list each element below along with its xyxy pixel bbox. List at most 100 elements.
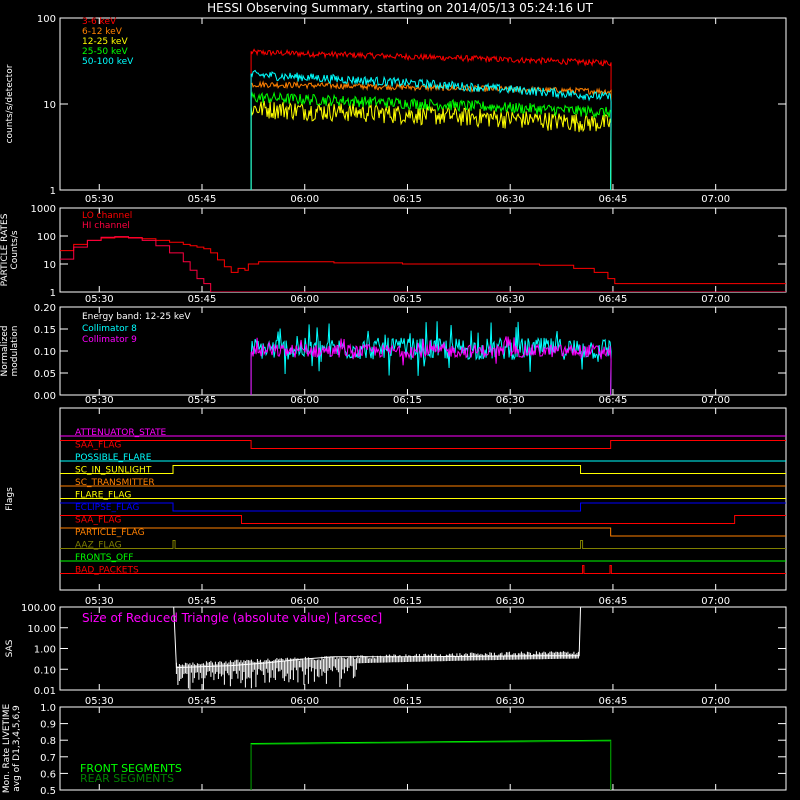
x-tick-label: 06:15 bbox=[393, 696, 422, 707]
panel-livetime: Mon. Rate LIVETIMEavg of D1,3,4,5,6,9 0.5… bbox=[2, 703, 787, 797]
x-tick-label: 05:30 bbox=[85, 194, 114, 205]
series-line bbox=[60, 236, 786, 292]
flag-label: PARTICLE_FLAG bbox=[75, 528, 145, 538]
x-tick-label: 06:30 bbox=[496, 696, 525, 707]
legend-entry: Collimator 9 bbox=[82, 335, 137, 345]
panel-sas: 05:30 05:45 06:00 06:15 06:30 06:45 07:00 SAS 0.… bbox=[5, 603, 787, 707]
flag-label: BAD_PACKETS bbox=[75, 566, 139, 576]
legend-entry: Collimator 8 bbox=[82, 324, 137, 334]
plot-area bbox=[250, 321, 612, 395]
y-tick-label: 10 bbox=[43, 100, 56, 111]
y-tick-label: 100 bbox=[37, 232, 56, 243]
flag-label: ATTENUATOR_STATE bbox=[75, 428, 167, 438]
panel-flags: 05:30 05:45 06:00 06:15 06:30 06:45 07:00 Flags… bbox=[5, 407, 787, 607]
y-tick-label: 1 bbox=[50, 186, 56, 197]
x-tick-label: 06:45 bbox=[599, 696, 628, 707]
x-tick-label: 05:30 bbox=[85, 596, 114, 607]
y-tick-label: 100.00 bbox=[21, 603, 56, 614]
y-tick-label: 1 bbox=[50, 288, 56, 299]
y-tick-label: 10 bbox=[43, 260, 56, 271]
y-tick-label: 0.5 bbox=[40, 786, 56, 797]
legend-entry: 25-50 keV bbox=[82, 47, 128, 57]
flag-line bbox=[60, 465, 786, 474]
y-axis-label-line: modulation bbox=[10, 326, 20, 377]
x-tick-label: 06:30 bbox=[496, 194, 525, 205]
panel-particle-rates: 05:30 05:45 06:00 06:15 06:30 06:45 07:00 PARTI… bbox=[0, 204, 787, 305]
x-tick-label: 07:00 bbox=[701, 395, 730, 406]
y-axis-label: PARTICLE RATESCounts/s bbox=[0, 213, 20, 286]
x-tick-label: 05:45 bbox=[188, 395, 217, 406]
y-axis-label-line: Normalized bbox=[0, 325, 10, 376]
y-tick-label: 100 bbox=[37, 14, 56, 25]
x-tick-label: 06:45 bbox=[599, 194, 628, 205]
y-axis-label-line: avg of D1,3,4,5,6,9 bbox=[12, 705, 22, 792]
legend-entry: FRONT SEGMENTS bbox=[80, 762, 182, 775]
y-tick-label: 0.9 bbox=[40, 720, 56, 731]
panel-modulation: 05:30 05:45 06:00 06:15 06:30 06:45 07:00 Norma… bbox=[0, 303, 787, 406]
x-tick-label: 05:30 bbox=[85, 294, 114, 305]
y-tick-label: 0.7 bbox=[40, 753, 56, 764]
y-axis-label: SAS bbox=[5, 639, 15, 657]
x-tick-label: 07:00 bbox=[701, 596, 730, 607]
x-tick-label: 05:45 bbox=[188, 596, 217, 607]
y-tick-label: 0.8 bbox=[40, 736, 56, 747]
panel-annotation: Size of Reduced Triangle (absolute value… bbox=[82, 611, 382, 625]
legend-entry: REAR SEGMENTS bbox=[80, 772, 174, 785]
series-line-25-50-kev bbox=[250, 91, 612, 190]
y-axis-label-line: Mon. Rate LIVETIME bbox=[2, 704, 12, 794]
y-tick-label: 0.6 bbox=[40, 769, 56, 780]
y-axis-label: Normalizedmodulation bbox=[0, 325, 20, 376]
x-tick-label: 06:15 bbox=[393, 294, 422, 305]
y-tick-label: 1.0 bbox=[40, 703, 56, 714]
y-tick-label: 1000 bbox=[31, 204, 56, 215]
x-tick-label: 06:45 bbox=[599, 294, 628, 305]
y-tick-label: 0.01 bbox=[34, 686, 56, 697]
plot-area bbox=[173, 607, 582, 690]
y-tick-label: 0.15 bbox=[34, 325, 56, 336]
sas-noise bbox=[175, 651, 579, 690]
x-tick-label: 06:00 bbox=[290, 294, 319, 305]
y-tick-label: 0.20 bbox=[34, 303, 56, 314]
y-tick-label: 10.00 bbox=[27, 624, 56, 635]
y-tick-label: 0.05 bbox=[34, 369, 56, 380]
x-tick-label: 07:00 bbox=[701, 696, 730, 707]
x-tick-label: 07:00 bbox=[701, 194, 730, 205]
x-tick-label: 05:30 bbox=[85, 395, 114, 406]
x-tick-label: 06:45 bbox=[599, 395, 628, 406]
y-tick-label: 0.10 bbox=[34, 347, 56, 358]
flag-line bbox=[60, 527, 786, 537]
plot-area bbox=[60, 236, 786, 292]
y-axis-label: Flags bbox=[5, 487, 15, 511]
x-tick-label: 06:45 bbox=[599, 596, 628, 607]
flag-label: SAA_FLAG bbox=[75, 516, 121, 526]
plot-area bbox=[250, 739, 612, 790]
legend-entry: 3-6 keV bbox=[82, 17, 117, 27]
flag-line bbox=[60, 502, 786, 512]
y-tick-label: 1.00 bbox=[34, 645, 56, 656]
y-axis-label-line: Counts/s bbox=[10, 230, 20, 269]
flag-label: POSSIBLE_FLARE bbox=[75, 453, 152, 463]
y-tick-label: 0.10 bbox=[34, 665, 56, 676]
legend-entry: HI channel bbox=[82, 221, 130, 231]
flag-label: ECLIPSE_FLAG bbox=[75, 503, 139, 513]
series-line-collimator-9 bbox=[250, 336, 612, 395]
flag-label: SC_IN_SUNLIGHT bbox=[75, 466, 152, 476]
legend-entry: LO channel bbox=[82, 211, 132, 221]
flag-line bbox=[60, 565, 786, 574]
x-tick-label: 06:30 bbox=[496, 395, 525, 406]
x-tick-label: 06:30 bbox=[496, 596, 525, 607]
flag-label: SC_TRANSMITTER bbox=[75, 478, 155, 488]
x-tick-label: 06:00 bbox=[290, 194, 319, 205]
x-tick-label: 06:15 bbox=[393, 194, 422, 205]
panel-count-rates: 05:30 05:45 06:00 06:15 06:30 06:45 07:00 count… bbox=[5, 14, 787, 205]
plot-area bbox=[60, 435, 786, 574]
flag-line bbox=[60, 540, 786, 549]
x-tick-label: 05:45 bbox=[188, 294, 217, 305]
flag-label: AAZ_FLAG bbox=[75, 541, 122, 551]
series-line-50-100-kev bbox=[250, 69, 612, 190]
y-tick-label: 0.00 bbox=[34, 391, 56, 402]
x-tick-label: 05:45 bbox=[188, 696, 217, 707]
series-line-3-6-kev bbox=[250, 48, 612, 190]
